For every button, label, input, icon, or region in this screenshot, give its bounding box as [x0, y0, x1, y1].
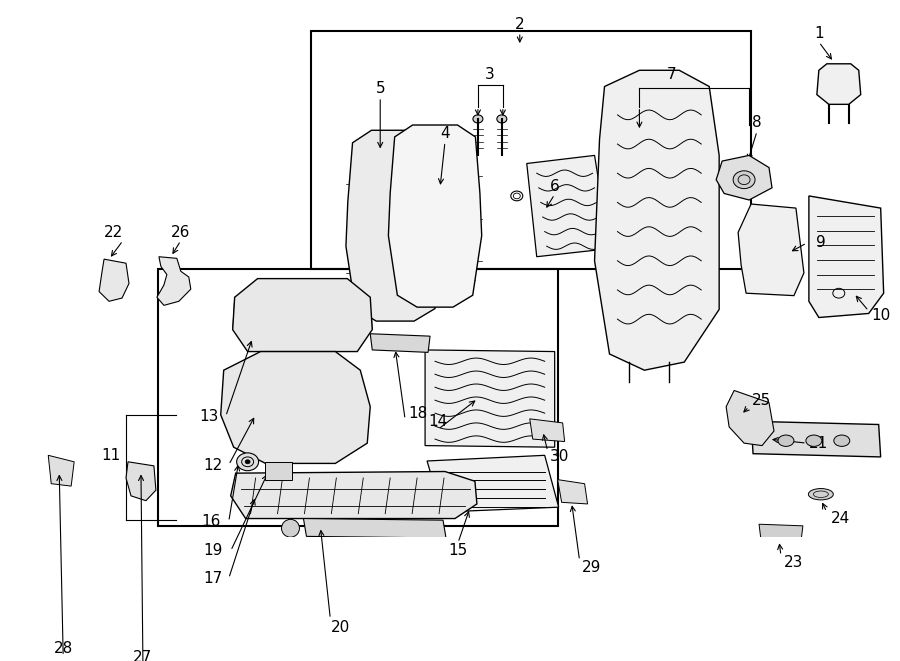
Polygon shape [752, 421, 881, 457]
Text: 30: 30 [550, 449, 570, 465]
Polygon shape [99, 259, 129, 301]
Polygon shape [425, 350, 554, 447]
Text: 11: 11 [102, 447, 121, 463]
Polygon shape [157, 256, 191, 305]
Ellipse shape [472, 115, 483, 123]
Text: 7: 7 [667, 67, 676, 82]
Text: 24: 24 [832, 511, 850, 526]
Text: 23: 23 [784, 555, 804, 570]
Text: 22: 22 [104, 225, 122, 240]
Text: 8: 8 [752, 116, 762, 130]
Text: 12: 12 [203, 457, 222, 473]
Text: 27: 27 [133, 650, 153, 661]
Ellipse shape [778, 435, 794, 446]
Polygon shape [389, 125, 482, 307]
Polygon shape [370, 334, 430, 352]
Text: 19: 19 [203, 543, 222, 559]
Text: 14: 14 [428, 414, 447, 429]
Polygon shape [233, 278, 373, 352]
Polygon shape [126, 462, 156, 500]
Text: 26: 26 [171, 225, 191, 240]
Ellipse shape [833, 435, 850, 446]
Polygon shape [809, 196, 884, 317]
Text: 21: 21 [809, 436, 829, 451]
Polygon shape [759, 524, 803, 542]
Ellipse shape [245, 460, 250, 464]
Text: 18: 18 [409, 406, 428, 420]
Polygon shape [303, 518, 446, 538]
Bar [158, 269, 558, 526]
Ellipse shape [806, 435, 822, 446]
Text: 9: 9 [816, 235, 825, 251]
Polygon shape [526, 155, 609, 256]
Polygon shape [716, 155, 772, 200]
Text: 6: 6 [550, 178, 560, 194]
Text: 25: 25 [752, 393, 770, 408]
Polygon shape [220, 352, 370, 463]
Polygon shape [530, 419, 564, 442]
Text: 1: 1 [814, 26, 824, 41]
Text: 10: 10 [871, 309, 890, 323]
Text: 17: 17 [203, 571, 222, 586]
Polygon shape [817, 64, 860, 104]
Ellipse shape [497, 115, 507, 123]
Text: 28: 28 [54, 641, 73, 656]
Ellipse shape [808, 488, 833, 500]
Bar [310, 31, 751, 269]
Text: 2: 2 [515, 17, 525, 32]
Text: 4: 4 [440, 126, 450, 141]
Text: 20: 20 [330, 619, 350, 635]
Polygon shape [595, 70, 719, 370]
Text: 13: 13 [199, 409, 219, 424]
Ellipse shape [237, 453, 258, 471]
Text: 29: 29 [582, 560, 601, 574]
Polygon shape [346, 130, 445, 321]
Bar [265, 462, 292, 480]
Text: 15: 15 [448, 543, 468, 559]
Polygon shape [738, 204, 804, 295]
Polygon shape [230, 471, 477, 518]
Polygon shape [558, 480, 588, 504]
Ellipse shape [282, 520, 300, 537]
Text: 3: 3 [485, 67, 495, 82]
Ellipse shape [734, 171, 755, 188]
Text: 5: 5 [375, 81, 385, 97]
Text: 16: 16 [201, 514, 220, 529]
Polygon shape [428, 455, 559, 512]
Polygon shape [726, 391, 774, 446]
Polygon shape [49, 455, 74, 486]
